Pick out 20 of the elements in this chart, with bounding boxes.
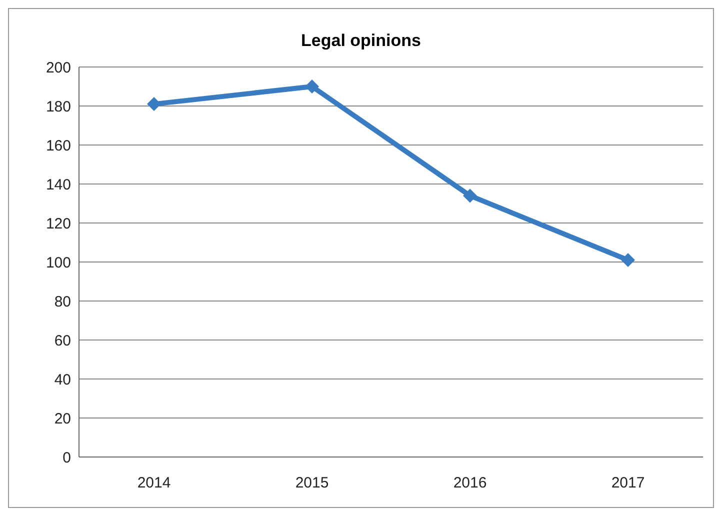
- y-tick-label: 100: [46, 254, 71, 272]
- y-tick-label: 60: [54, 332, 71, 350]
- y-tick-label: 160: [46, 137, 71, 154]
- chart-title: Legal opinions: [300, 31, 422, 52]
- y-tick-label: 20: [54, 410, 71, 428]
- point: [305, 80, 319, 94]
- x-tick-label: 2017: [611, 474, 645, 492]
- point: [463, 188, 477, 203]
- point: [621, 253, 635, 268]
- point: [147, 97, 161, 112]
- y-tick-label: 80: [54, 293, 71, 310]
- y-tick-label: 40: [54, 371, 71, 388]
- y-tick-label: 0: [62, 449, 71, 466]
- x-tick-label: 2014: [137, 474, 171, 492]
- x-tick-label: 2015: [295, 474, 329, 492]
- x-tick-label: 2016: [453, 474, 487, 492]
- y-tick-label: 120: [46, 215, 71, 232]
- y-tick-label: 140: [46, 176, 71, 194]
- y-tick-label: 200: [46, 59, 71, 76]
- y-tick-label: 180: [46, 98, 71, 116]
